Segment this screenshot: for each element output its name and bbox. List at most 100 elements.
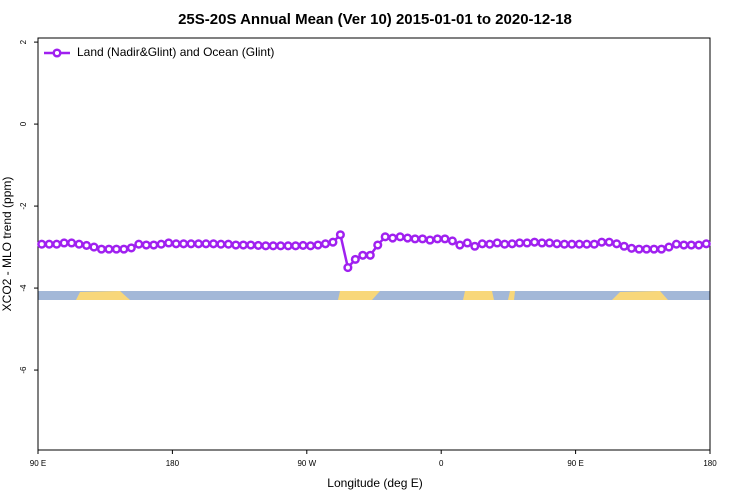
point — [52, 239, 62, 249]
x-tick-label: 180 — [703, 459, 717, 468]
point — [261, 241, 271, 251]
point — [193, 239, 204, 249]
y-axis-label: XCO2 - MLO trend (ppm) — [0, 177, 14, 312]
y-tick-label: -2 — [19, 202, 28, 210]
point — [246, 240, 256, 250]
point — [500, 239, 510, 249]
point — [604, 237, 614, 247]
point — [186, 239, 196, 249]
land-strip — [38, 291, 710, 300]
point — [67, 238, 77, 248]
point — [515, 238, 525, 248]
point — [320, 239, 331, 249]
point — [335, 230, 345, 240]
point — [134, 239, 144, 249]
point — [686, 240, 696, 250]
point — [701, 239, 711, 249]
point — [298, 240, 308, 250]
point — [149, 240, 159, 250]
y-tick-label: 2 — [19, 39, 28, 44]
y-tick-label: -4 — [19, 284, 28, 292]
point — [231, 240, 241, 250]
point — [201, 239, 211, 249]
point — [81, 240, 92, 250]
point — [679, 240, 689, 250]
point — [559, 239, 569, 249]
point — [470, 241, 480, 251]
y-tick-label: 0 — [19, 121, 28, 126]
point — [164, 238, 174, 248]
point — [671, 239, 681, 249]
point — [179, 239, 189, 249]
point — [89, 242, 99, 252]
point — [656, 244, 667, 254]
point — [425, 235, 435, 245]
point — [403, 233, 413, 243]
point — [597, 237, 607, 247]
point — [440, 234, 450, 244]
point — [522, 238, 532, 248]
point — [582, 239, 592, 249]
x-tick-label: 90 E — [30, 459, 46, 468]
x-tick-label: 90 W — [297, 459, 316, 468]
point — [492, 238, 502, 248]
point — [417, 234, 428, 244]
point — [365, 250, 375, 260]
land — [508, 291, 515, 300]
point — [373, 240, 383, 250]
point — [380, 232, 390, 242]
x-tick-label: 180 — [166, 459, 180, 468]
point — [238, 240, 248, 250]
point — [305, 241, 316, 251]
point — [119, 244, 129, 254]
point — [634, 244, 644, 254]
point — [462, 238, 472, 248]
point — [507, 239, 517, 249]
point — [552, 239, 562, 249]
point — [447, 236, 457, 246]
point — [59, 238, 69, 248]
y-tick-label: -6 — [19, 366, 28, 374]
land — [338, 291, 380, 300]
point — [544, 238, 555, 248]
point — [126, 243, 136, 253]
point — [216, 239, 226, 249]
x-tick-label: 90 E — [567, 459, 583, 468]
point — [104, 244, 114, 254]
point — [388, 233, 398, 243]
point — [395, 232, 405, 242]
chart-title: 25S-20S Annual Mean (Ver 10) 2015-01-01 … — [178, 11, 572, 28]
legend-marker — [52, 48, 62, 58]
point — [171, 239, 181, 249]
point — [410, 234, 420, 244]
point — [589, 239, 599, 249]
point — [350, 254, 360, 264]
land — [612, 291, 668, 300]
point — [612, 239, 622, 249]
point — [477, 239, 487, 249]
x-tick-label: 0 — [439, 459, 444, 468]
point — [641, 244, 652, 254]
point — [619, 241, 629, 251]
point — [455, 240, 465, 250]
point — [223, 239, 233, 249]
point — [276, 241, 286, 251]
point — [313, 240, 323, 250]
point — [141, 240, 151, 250]
point — [111, 244, 121, 254]
point — [529, 237, 540, 247]
point — [328, 237, 338, 247]
point — [96, 244, 107, 254]
point — [574, 239, 584, 249]
point — [664, 242, 674, 252]
point — [694, 240, 704, 250]
legend-label: Land (Nadir&Glint) and Ocean (Glint) — [77, 45, 274, 59]
point — [343, 263, 353, 273]
point — [432, 234, 443, 244]
point — [291, 241, 301, 251]
land — [463, 291, 494, 300]
point — [253, 240, 263, 250]
point — [537, 238, 547, 248]
